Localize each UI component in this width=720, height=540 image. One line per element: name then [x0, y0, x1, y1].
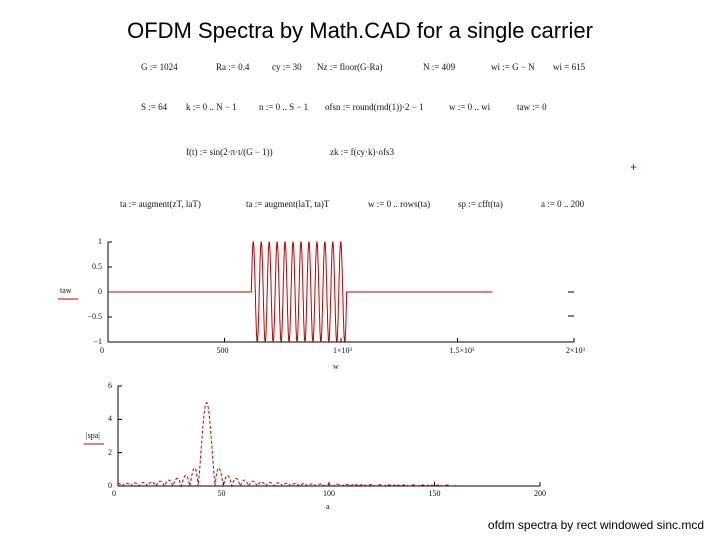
series-line [108, 240, 493, 344]
y-axis-label: taw [60, 286, 72, 295]
y-tick-label: 6 [108, 381, 112, 390]
equation-s: S := 64 [141, 102, 168, 112]
equation-wi-def: wi := G − N [491, 62, 535, 72]
y-tick-label: 0.5 [92, 262, 102, 271]
equation-n: N := 409 [423, 62, 456, 72]
x-tick-label: 1×10³ [333, 346, 352, 355]
slide-title: OFDM Spectra by Math.CAD for a single ca… [127, 18, 593, 43]
y-tick-label: 2 [108, 447, 112, 457]
series-line [118, 401, 456, 488]
y-tick-label: −1 [93, 337, 102, 346]
y-tick-label: 1 [98, 237, 102, 246]
x-tick-label: 200 [534, 489, 546, 498]
footer-caption: ofdm spectra by rect windowed sinc.mcd [487, 518, 704, 532]
equation-n-range: n := 0 .. S − 1 [259, 102, 309, 112]
equation-w-range: w := 0 .. wi [449, 102, 491, 112]
equation-cy: cy := 30 [272, 62, 302, 72]
equation-sp: sp := cfft(ta) [458, 199, 503, 209]
x-axis-label: a [326, 502, 330, 511]
y-axis-label: |spa| [86, 431, 100, 440]
marker-plus: + [630, 160, 638, 174]
x-tick-label: 100 [323, 489, 335, 498]
equation-ta-augment-2: ta := augment(laT, ta)T [246, 199, 330, 209]
y-tick-label: 0 [98, 287, 102, 296]
equation-k-range: k := 0 .. N − 1 [186, 102, 237, 112]
x-tick-label: 2×10³ [566, 346, 585, 355]
equation-a-range: a := 0 .. 200 [541, 199, 585, 209]
equation-ta-augment-1: ta := augment(zT, laT) [120, 199, 201, 209]
x-tick-label: 1.5×10³ [449, 346, 475, 355]
y-tick-label: 4 [108, 414, 112, 424]
x-tick-label: 150 [428, 489, 441, 498]
equation-wi-value: wi = 615 [553, 62, 586, 72]
equation-taw: taw := 0 [517, 102, 547, 112]
equation-g: G := 1024 [141, 62, 178, 72]
x-tick-label: 500 [216, 346, 229, 355]
x-tick-label: 0 [100, 346, 104, 355]
spectrum-plot [84, 385, 541, 488]
equation-nz: Nz := floor(G·Ra) [317, 62, 383, 72]
equation-z: zk := f(cy·k)·ofs3 [330, 147, 395, 157]
x-tick-label: 0 [112, 489, 116, 498]
equation-w-rows: w := 0 .. rows(ta) [368, 199, 431, 209]
equation-ofs: ofsn := round(rnd(1))·2 − 1 [325, 102, 424, 112]
x-axis-label: w [333, 362, 339, 371]
y-tick-label: −0.5 [87, 312, 102, 321]
time-domain-plot [58, 240, 575, 344]
equation-ra: Ra := 0.4 [216, 62, 250, 72]
x-tick-label: 50 [217, 489, 226, 498]
y-tick-label: 0 [108, 481, 112, 490]
equation-f: f(t) := sin(2·π·t/(G − 1)) [186, 147, 273, 157]
